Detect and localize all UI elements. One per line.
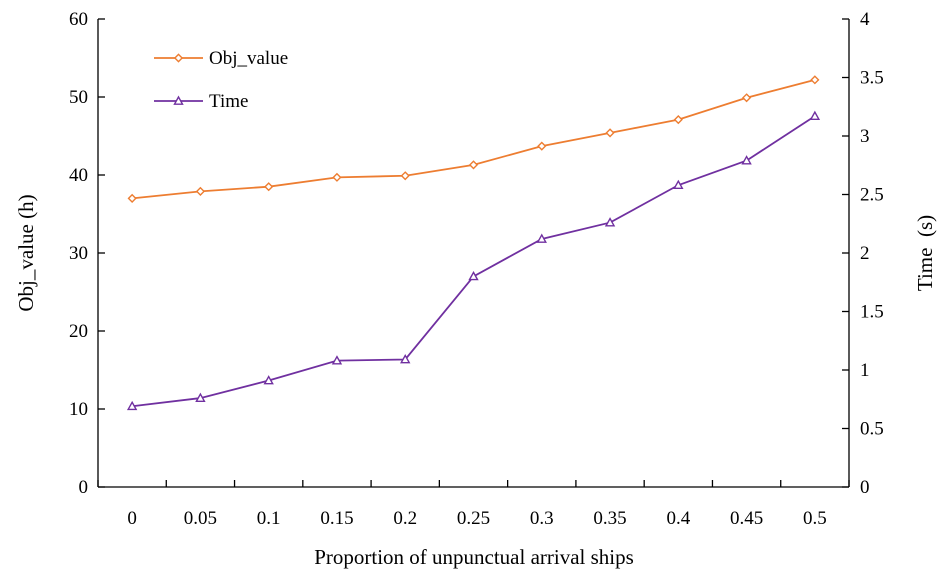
- legend: Obj_value Time: [154, 48, 288, 112]
- y2-tick-label: 2: [860, 243, 870, 264]
- legend-label: Obj_value: [209, 48, 288, 69]
- x-tick-label: 0.35: [593, 508, 626, 529]
- y-tick-label: 0: [79, 477, 89, 498]
- x-tick-label: 0.3: [530, 508, 554, 529]
- y-tick-label: 60: [69, 9, 88, 30]
- data-point: [127, 193, 137, 203]
- legend-marker: [173, 95, 184, 105]
- data-point: [264, 182, 274, 192]
- series-line: [132, 115, 816, 408]
- y-tick-label: 10: [69, 399, 88, 420]
- x-tick-label: 0.05: [184, 508, 217, 529]
- y-tick-label: 30: [69, 243, 88, 264]
- data-point: [331, 355, 343, 365]
- x-tick-label: 0.1: [257, 508, 281, 529]
- data-point: [468, 160, 479, 170]
- y-tick-label: 20: [69, 321, 88, 342]
- data-point: [605, 128, 615, 138]
- x-tick-label: 0.25: [457, 508, 490, 529]
- y2-tick-label: 2.5: [860, 185, 884, 206]
- series-layer: [126, 75, 821, 411]
- data-point: [673, 179, 684, 190]
- legend-marker: [173, 53, 184, 63]
- data-point: [809, 110, 821, 121]
- y2-tick-label: 3.5: [860, 68, 884, 89]
- y2-tick-label: 0.5: [860, 419, 884, 440]
- y2-tick-label: 0: [860, 477, 870, 498]
- data-point: [742, 93, 752, 103]
- y-axis-title: Obj_value (h): [14, 194, 38, 311]
- x-tick-label: 0.15: [320, 508, 353, 529]
- series-time: [126, 110, 821, 411]
- data-point: [126, 400, 138, 411]
- x-tick-label: 0.5: [803, 508, 827, 529]
- y-tick-label: 50: [69, 87, 88, 108]
- data-point: [195, 186, 205, 196]
- data-point: [263, 375, 274, 385]
- data-point: [400, 171, 410, 181]
- x-tick-label: 0.4: [666, 508, 690, 529]
- data-point: [536, 233, 547, 243]
- data-point: [332, 172, 342, 182]
- data-point: [468, 270, 479, 281]
- y2-tick-label: 1.5: [860, 302, 884, 323]
- data-point: [537, 141, 547, 151]
- legend-label: Time: [209, 91, 248, 112]
- x-tick-label: 0.45: [730, 508, 763, 529]
- y2-tick-label: 4: [860, 9, 870, 30]
- data-point: [741, 155, 752, 165]
- data-point: [195, 392, 206, 402]
- x-tick-label: 0: [127, 508, 137, 529]
- y2-tick-label: 3: [860, 126, 870, 147]
- y2-axis-title: Time (s): [913, 215, 937, 291]
- data-point: [604, 217, 616, 227]
- data-point: [400, 354, 411, 364]
- x-tick-label: 0.2: [393, 508, 417, 529]
- data-point: [673, 115, 683, 125]
- series-obj-value: [127, 75, 820, 203]
- x-axis-title: Proportion of unpunctual arrival ships: [314, 545, 634, 569]
- y-tick-label: 40: [69, 165, 88, 186]
- data-point: [810, 75, 820, 85]
- y2-tick-label: 1: [860, 360, 870, 381]
